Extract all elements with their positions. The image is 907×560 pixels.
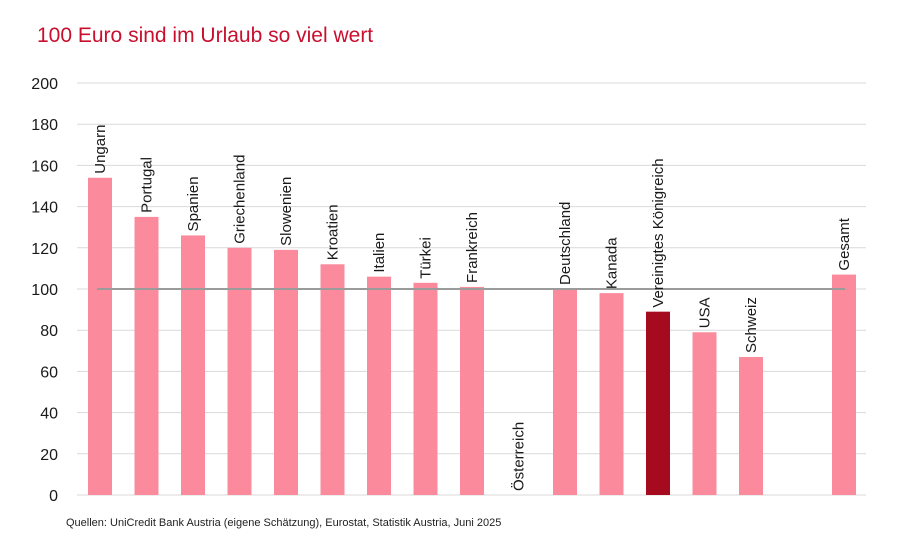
y-tick-label-140: 140: [31, 200, 58, 217]
bar-frankreich: [460, 286, 484, 495]
bar-kanada: [599, 293, 624, 495]
bar-vereinigtes-koenigreich: [646, 311, 670, 495]
category-label-gesamt: Gesamt: [836, 217, 853, 270]
bar-griechenland: [227, 247, 252, 495]
y-tick-label-20: 20: [40, 447, 58, 464]
y-tick-label-160: 160: [31, 158, 58, 175]
y-tick-label-60: 60: [40, 364, 58, 381]
y-tick-label-180: 180: [31, 117, 58, 134]
y-tick-label-200: 200: [31, 76, 58, 93]
bar-schweiz: [739, 356, 763, 495]
category-label-tuerkei: Türkei: [418, 237, 435, 279]
category-label-spanien: Spanien: [185, 176, 202, 231]
chart-title: 100 Euro sind im Urlaub so viel wert: [37, 24, 374, 47]
bar-spanien: [181, 235, 205, 495]
category-label-slowenien: Slowenien: [278, 177, 295, 246]
y-axis-ticks: 0 20 40 60 80 100 120 140 160 180 200: [31, 76, 58, 505]
bar-italien: [367, 276, 391, 495]
category-label-portugal: Portugal: [139, 157, 156, 213]
y-tick-label-100: 100: [31, 282, 58, 299]
y-tick-label-0: 0: [49, 488, 58, 505]
y-tick-label-120: 120: [31, 241, 58, 258]
bar-portugal: [134, 216, 159, 495]
category-label-kanada: Kanada: [604, 237, 621, 289]
bar-tuerkei: [413, 282, 438, 495]
y-tick-label-40: 40: [40, 406, 58, 423]
category-label-usa: USA: [697, 297, 714, 328]
category-label-italien: Italien: [371, 233, 388, 273]
category-label-deutschland: Deutschland: [557, 202, 574, 285]
bar-gesamt: [832, 274, 856, 495]
source-note: Quellen: UniCredit Bank Austria (eigene …: [66, 517, 502, 529]
category-label-kroatien: Kroatien: [325, 204, 342, 260]
category-label-griechenland: Griechenland: [232, 155, 249, 244]
bar-kroatien: [320, 264, 345, 495]
category-labels: Ungarn Portugal Spanien Griechenland Sloweni…: [92, 125, 853, 491]
category-label-oesterreich: Österreich: [510, 422, 528, 491]
bar-ungarn: [88, 177, 112, 495]
bar-slowenien: [274, 249, 298, 495]
y-tick-label-80: 80: [40, 323, 58, 340]
bar-deutschland: [553, 289, 577, 495]
category-label-frankreich: Frankreich: [464, 212, 481, 283]
category-label-vereinigtes-koenigreich: Vereinigtes Königreich: [650, 158, 667, 307]
category-label-ungarn: Ungarn: [92, 125, 109, 174]
category-label-schweiz: Schweiz: [743, 297, 760, 353]
bar-usa: [692, 332, 717, 495]
